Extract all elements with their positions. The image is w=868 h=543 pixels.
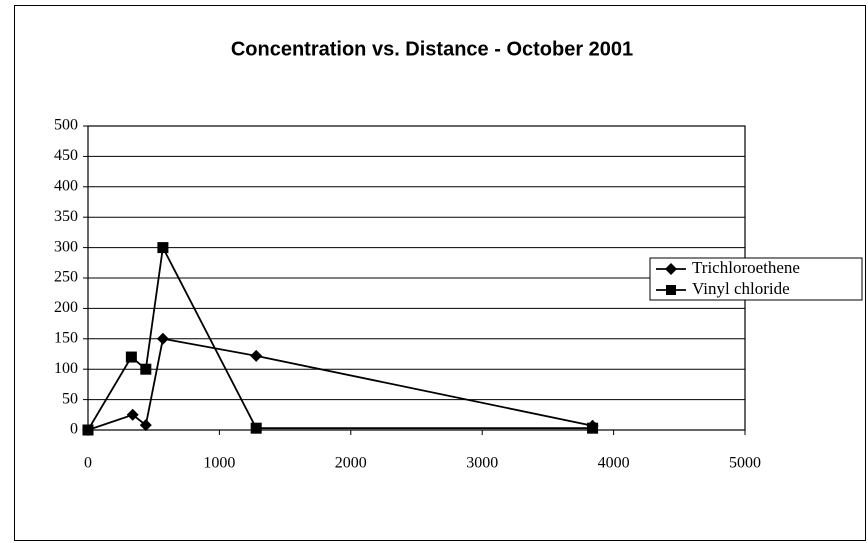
data-point xyxy=(157,242,169,254)
data-point xyxy=(82,424,94,436)
legend-label: Trichloroethene xyxy=(692,258,800,277)
x-tick-label: 5000 xyxy=(729,455,761,472)
y-tick-label: 450 xyxy=(54,147,78,164)
x-tick-label: 4000 xyxy=(598,455,630,472)
data-point xyxy=(250,349,263,362)
data-point xyxy=(250,422,262,434)
data-point xyxy=(139,419,152,432)
data-point xyxy=(156,332,169,345)
chart-title: Concentration vs. Distance - October 200… xyxy=(231,38,633,60)
y-tick-label: 100 xyxy=(54,360,78,377)
legend-label: Vinyl chloride xyxy=(692,279,790,298)
y-tick-label: 400 xyxy=(54,177,78,194)
data-point xyxy=(140,363,152,375)
legend-box xyxy=(649,257,863,301)
y-tick-label: 200 xyxy=(54,299,78,316)
data-point xyxy=(587,422,599,434)
series-line xyxy=(87,337,593,431)
y-tick-label: 250 xyxy=(54,269,78,286)
x-tick-label: 0 xyxy=(84,455,92,472)
x-tick-label: 1000 xyxy=(203,455,235,472)
legend-marker xyxy=(666,285,676,295)
y-tick-label: 350 xyxy=(54,208,78,225)
data-point xyxy=(126,408,139,421)
x-tick-label: 2000 xyxy=(335,455,367,472)
data-point xyxy=(125,351,137,363)
x-tick-label: 3000 xyxy=(466,455,498,472)
y-tick-label: 500 xyxy=(54,117,78,134)
y-tick-label: 50 xyxy=(62,390,78,407)
series-line xyxy=(87,244,593,431)
y-tick-label: 0 xyxy=(70,421,78,438)
legend-marker xyxy=(665,263,677,275)
y-tick-label: 300 xyxy=(54,238,78,255)
y-tick-label: 150 xyxy=(54,329,78,346)
